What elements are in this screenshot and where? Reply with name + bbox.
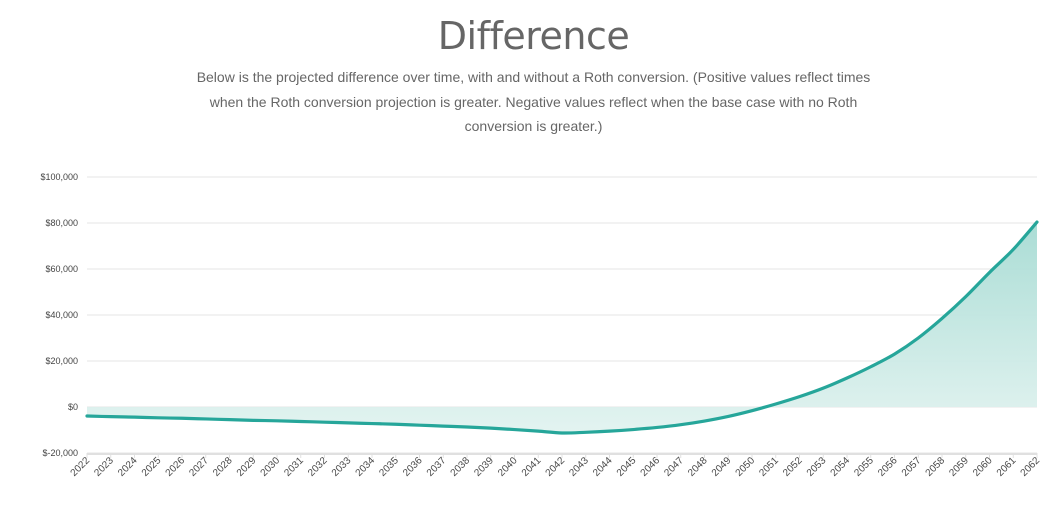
- x-tick-label: 2022: [69, 455, 93, 479]
- x-tick-label: 2026: [164, 455, 188, 479]
- x-tick-label: 2051: [757, 455, 781, 479]
- x-tick-label: 2060: [971, 455, 995, 479]
- x-tick-label: 2031: [282, 455, 306, 479]
- x-tick-label: 2054: [829, 455, 853, 479]
- x-tick-label: 2044: [591, 455, 615, 479]
- y-tick-label: $0: [68, 402, 78, 412]
- x-tick-label: 2036: [401, 455, 425, 479]
- y-tick-label: $20,000: [45, 356, 78, 366]
- x-tick-label: 2053: [805, 455, 829, 479]
- x-tick-label: 2029: [235, 455, 259, 479]
- x-tick-label: 2034: [354, 455, 378, 479]
- x-tick-label: 2041: [520, 455, 544, 479]
- chart-description: Below is the projected difference over t…: [196, 69, 871, 134]
- area-fill: [87, 222, 1037, 434]
- x-tick-label: 2028: [211, 455, 235, 479]
- x-tick-label: 2057: [900, 455, 924, 479]
- x-tick-label: 2024: [116, 455, 140, 479]
- x-tick-label: 2032: [306, 455, 330, 479]
- x-tick-label: 2033: [330, 455, 354, 479]
- y-tick-label: $-20,000: [42, 448, 78, 458]
- x-tick-label: 2055: [852, 455, 876, 479]
- page-title: Difference: [437, 14, 630, 58]
- x-tick-label: 2052: [781, 455, 805, 479]
- x-tick-label: 2038: [449, 455, 473, 479]
- x-tick-label: 2048: [686, 455, 710, 479]
- x-tick-label: 2039: [472, 455, 496, 479]
- x-tick-label: 2027: [187, 455, 211, 479]
- x-tick-label: 2030: [259, 455, 283, 479]
- series-line-difference: [85, 220, 1039, 435]
- x-tick-label: 2046: [639, 455, 663, 479]
- x-tick-label: 2045: [615, 455, 639, 479]
- y-axis: $100,000 $80,000 $60,000 $40,000 $20,000 $0 $-…: [40, 172, 78, 458]
- y-tick-label: $40,000: [45, 310, 78, 320]
- x-tick-label: 2056: [876, 455, 900, 479]
- x-tick-label: 2047: [662, 455, 686, 479]
- x-tick-label: 2035: [377, 455, 401, 479]
- x-tick-label: 2042: [544, 455, 568, 479]
- x-tick-label: 2023: [92, 455, 116, 479]
- x-tick-label: 2062: [1019, 455, 1043, 479]
- x-tick-label: 2058: [924, 455, 948, 479]
- x-tick-label: 2061: [995, 455, 1019, 479]
- x-tick-label: 2025: [140, 455, 164, 479]
- area-fill-path: [87, 222, 1037, 434]
- y-tick-label: $60,000: [45, 264, 78, 274]
- x-tick-label: 2043: [567, 455, 591, 479]
- x-axis: 2022 2023 2024 2025 2026 2027 2028 2029 2030 2031…: [69, 453, 1043, 479]
- x-tick-label: 2050: [734, 455, 758, 479]
- y-tick-label: $100,000: [40, 172, 78, 182]
- x-tick-label: 2037: [425, 455, 449, 479]
- x-tick-label: 2049: [710, 455, 734, 479]
- x-tick-label: 2040: [496, 455, 520, 479]
- y-tick-label: $80,000: [45, 218, 78, 228]
- data-line: [85, 220, 1039, 435]
- x-tick-label: 2059: [947, 455, 971, 479]
